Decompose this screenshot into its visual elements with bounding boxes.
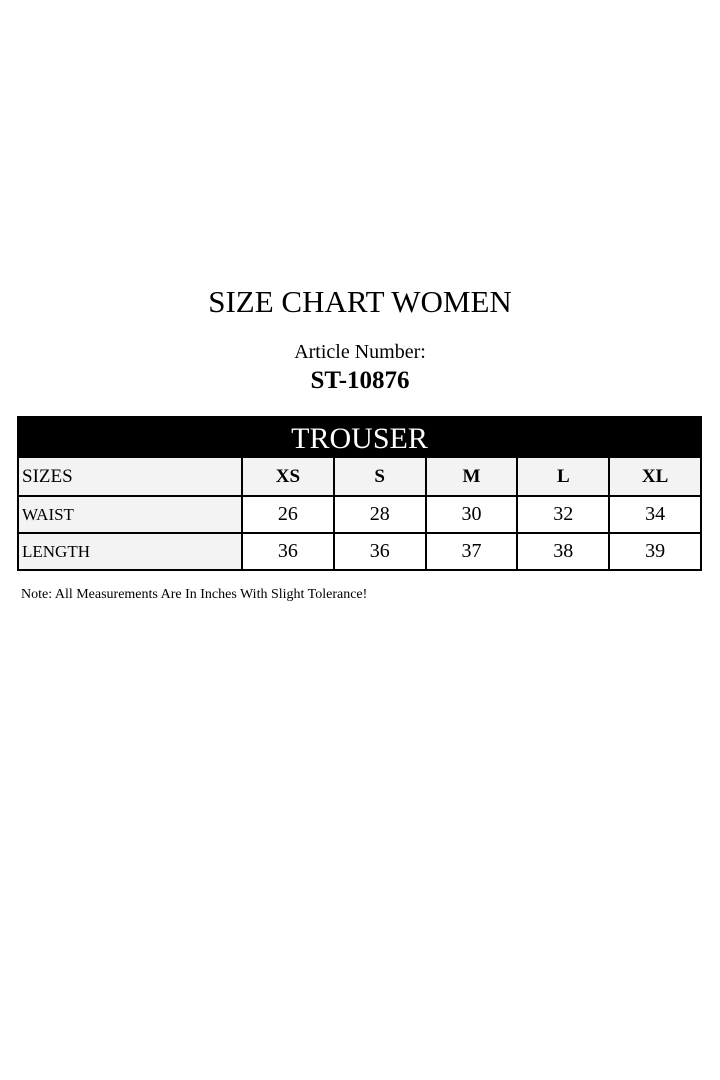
table-cell: 26: [241, 497, 333, 532]
table-cell: 30: [424, 497, 517, 532]
measurement-note: Note: All Measurements Are In Inches Wit…: [21, 587, 368, 602]
section-title: TROUSER: [19, 418, 700, 458]
table-cell: 34: [608, 497, 700, 532]
size-table: TROUSER SIZES XS S M L XL WAIST 26 28 30…: [17, 416, 702, 571]
article-number: ST-10876: [310, 367, 410, 394]
table-cell: 39: [608, 534, 700, 569]
size-header: XL: [608, 458, 700, 495]
row-label: LENGTH: [19, 534, 241, 569]
size-header: XS: [241, 458, 333, 495]
table-cell: 37: [424, 534, 517, 569]
page-title: SIZE CHART WOMEN: [208, 284, 512, 319]
header-label: SIZES: [19, 458, 241, 495]
header-row: SIZES XS S M L XL: [19, 458, 700, 495]
size-header: M: [424, 458, 517, 495]
size-header: L: [516, 458, 609, 495]
row-label: WAIST: [19, 497, 241, 532]
table-cell: 32: [516, 497, 609, 532]
table-cell: 38: [516, 534, 609, 569]
article-label: Article Number:: [294, 341, 426, 363]
size-header: S: [332, 458, 425, 495]
table-cell: 36: [241, 534, 333, 569]
table-row: WAIST 26 28 30 32 34: [19, 495, 700, 532]
table-row: LENGTH 36 36 37 38 39: [19, 532, 700, 569]
table-cell: 28: [332, 497, 425, 532]
table-cell: 36: [332, 534, 425, 569]
